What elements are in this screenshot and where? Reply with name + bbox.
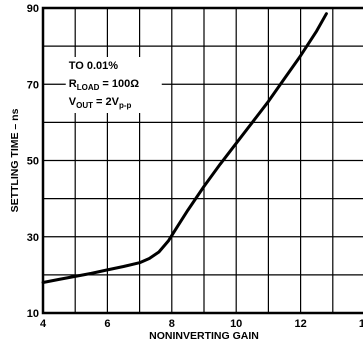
x-tick-label: 4: [40, 318, 47, 330]
y-tick-label: 90: [27, 3, 39, 15]
annotation-load-value: = 100Ω: [99, 78, 139, 90]
x-tick-label: 14: [359, 318, 363, 330]
grid: [43, 8, 363, 313]
annotation-load-subscript: LOAD: [77, 83, 100, 92]
y-tick-label: 30: [27, 232, 39, 244]
annotation-vout: VOUT = 2Vp-p: [69, 96, 132, 110]
settling-time-curve: [41, 12, 328, 284]
annotation-background: [65, 57, 162, 113]
y-tick-label: 70: [27, 79, 39, 91]
annotation-vout-symbol: V: [69, 96, 77, 108]
y-tick-label: 10: [27, 308, 39, 320]
y-axis-title: SETTLING TIME – ns: [9, 108, 21, 212]
annotation-vout-unit-subscript: p-p: [119, 101, 132, 110]
x-tick-label: 8: [169, 318, 175, 330]
plot-frame: [41, 6, 363, 315]
annotation-accuracy: TO 0.01%: [69, 60, 119, 72]
x-tick-label: 10: [230, 318, 242, 330]
annotation-box: TO 0.01% RLOAD = 100Ω VOUT = 2Vp-p: [65, 57, 162, 113]
annotation-vout-subscript: OUT: [76, 101, 93, 110]
annotation-load-symbol: R: [69, 78, 77, 90]
annotation-vout-value: = 2V: [93, 96, 120, 108]
x-axis-title: NONINVERTING GAIN: [149, 330, 259, 342]
tick-labels: 4 6 8 10 12 14 10 30 50 70 90: [27, 3, 363, 330]
y-tick-label: 50: [27, 156, 39, 168]
annotation-load: RLOAD = 100Ω: [69, 78, 140, 92]
x-tick-label: 12: [294, 318, 306, 330]
x-tick-label: 6: [104, 318, 110, 330]
